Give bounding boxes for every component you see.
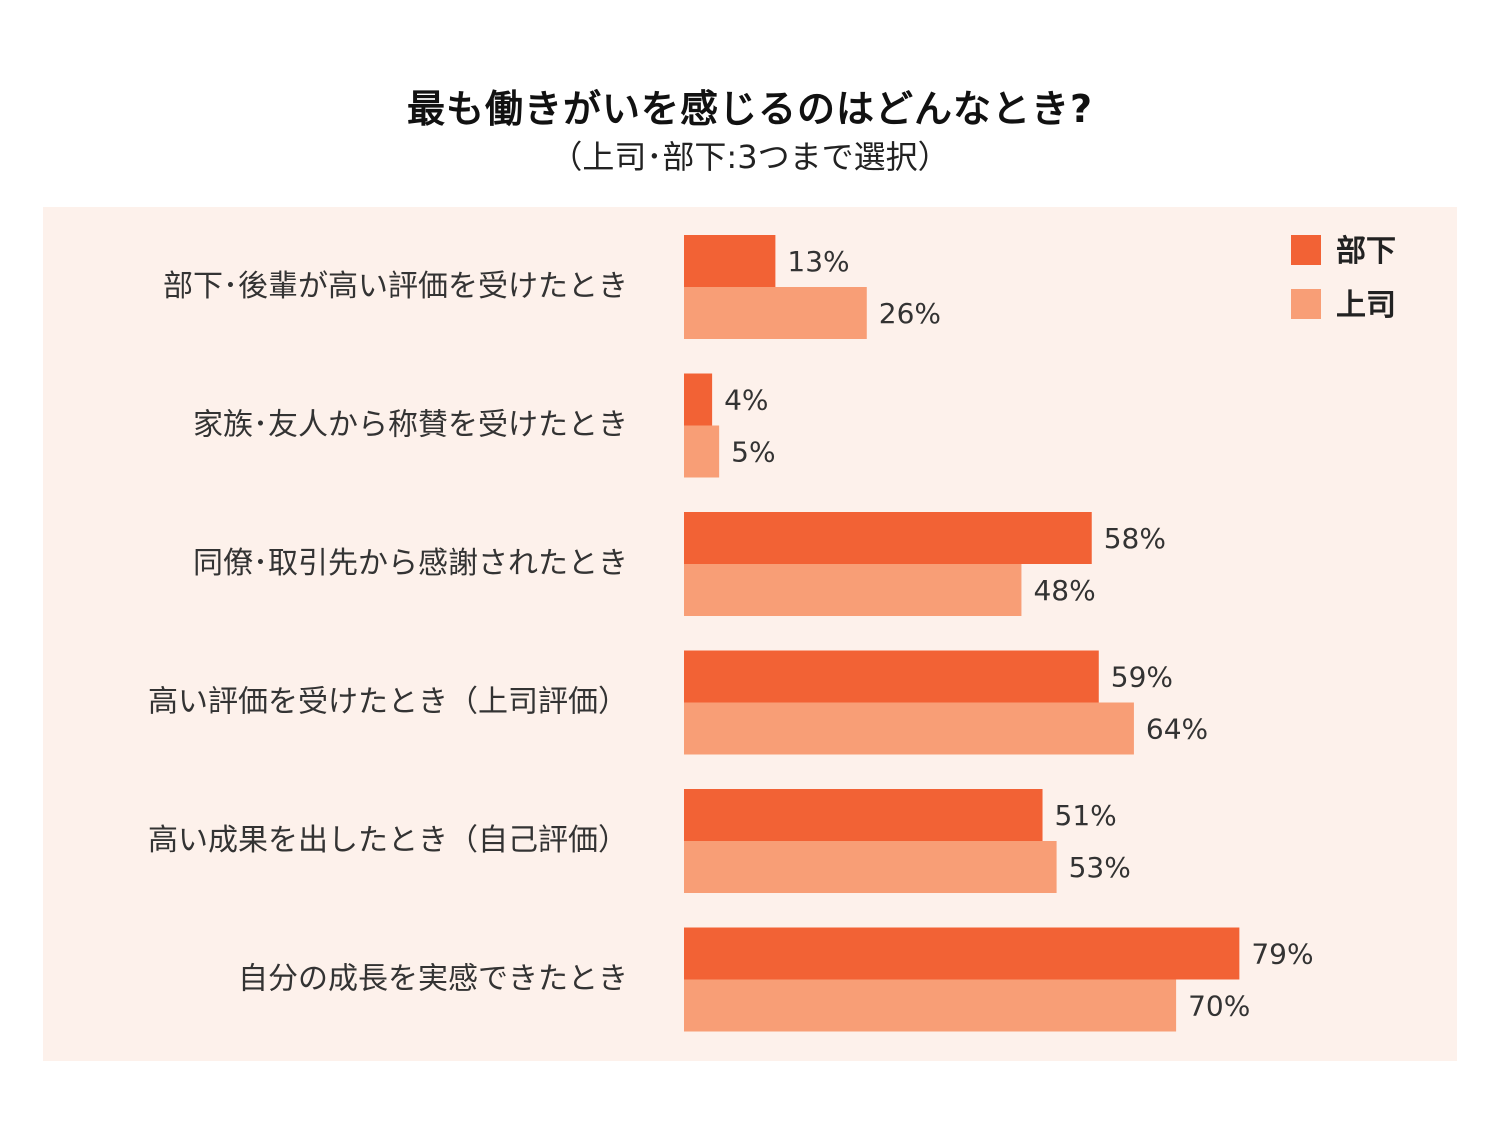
chart-panel: 部下･後輩が高い評価を受けたとき 13% 26% 家族･友人から称賛を受けたとき 4% 5…: [43, 207, 1457, 1061]
bar-buka: [684, 650, 1099, 703]
bar-buka: [684, 373, 713, 426]
bar-joshi: [684, 979, 1177, 1032]
legend-label: 上司: [1336, 288, 1396, 323]
bar-chart: 部下･後輩が高い評価を受けたとき 13% 26% 家族･友人から称賛を受けたとき 4% 5…: [148, 234, 1396, 1032]
bar-buka: [684, 512, 1092, 564]
category-label: 部下･後輩が高い評価を受けたとき: [163, 269, 628, 304]
bar-joshi: [684, 702, 1134, 755]
bar-buka: [684, 235, 776, 287]
value-label: 4%: [724, 384, 768, 417]
value-label: 58%: [1104, 522, 1166, 555]
chart-title: 最も働きがいを感じるのはどんなとき?: [406, 87, 1094, 131]
category-label: 高い評価を受けたとき（上司評価）: [148, 685, 628, 720]
category-label: 家族･友人から称賛を受けたとき: [193, 408, 628, 443]
bar-joshi: [684, 841, 1057, 893]
value-label: 53%: [1069, 851, 1131, 884]
chart-subtitle: （上司･部下:3つまで選択）: [550, 138, 950, 176]
legend-label: 部下: [1336, 234, 1396, 269]
value-label: 51%: [1055, 799, 1117, 832]
bar-buka: [684, 927, 1240, 980]
value-label: 79%: [1251, 938, 1313, 971]
value-label: 59%: [1111, 661, 1173, 694]
category-label: 同僚･取引先から感謝されたとき: [193, 546, 628, 581]
value-label: 70%: [1188, 990, 1250, 1023]
value-label: 5%: [731, 436, 775, 469]
bar-buka: [684, 789, 1043, 841]
bar-joshi: [684, 564, 1022, 616]
value-label: 13%: [787, 245, 849, 278]
value-label: 64%: [1146, 713, 1208, 746]
legend-swatch: [1291, 235, 1321, 265]
bar-joshi: [684, 425, 720, 478]
value-label: 26%: [879, 297, 941, 330]
category-label: 高い成果を出したとき（自己評価）: [148, 823, 628, 858]
value-label: 48%: [1033, 574, 1095, 607]
category-label: 自分の成長を実感できたとき: [238, 962, 628, 997]
legend-swatch: [1291, 289, 1321, 319]
bar-joshi: [684, 287, 867, 339]
